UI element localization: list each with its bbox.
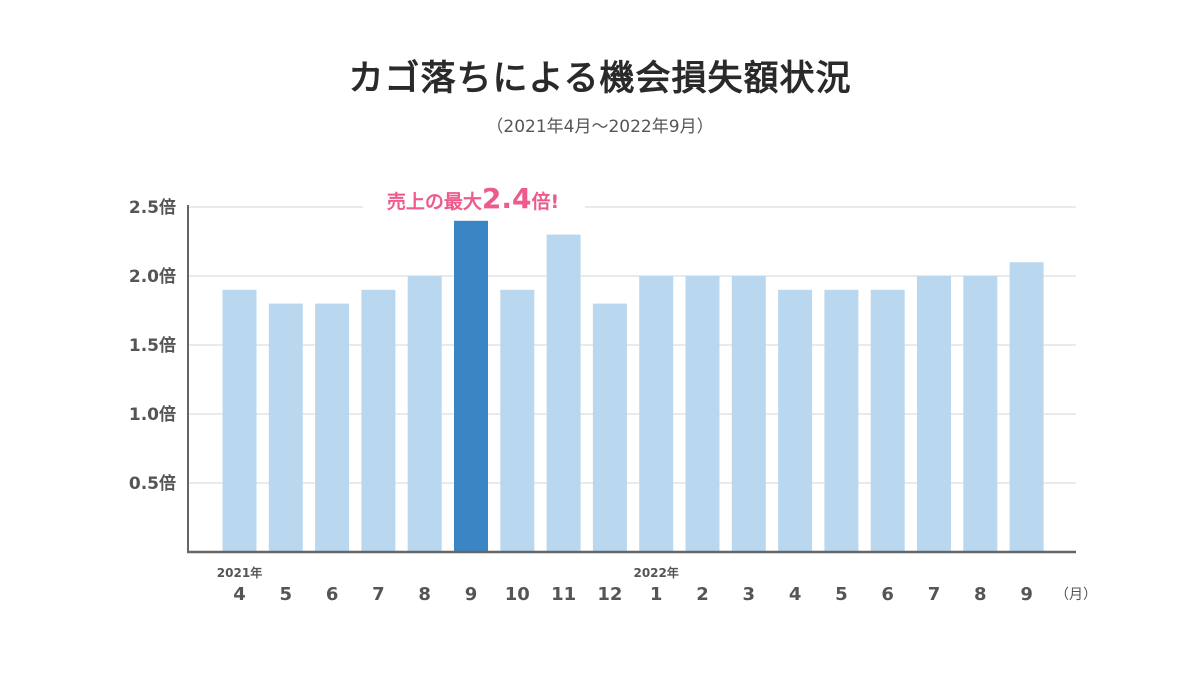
bar — [407, 276, 442, 552]
x-tick-label: 8 — [974, 584, 987, 605]
year-label: 2022年 — [633, 565, 678, 580]
x-tick-label: 5 — [280, 584, 293, 605]
bar — [731, 276, 766, 552]
x-tick-label: 9 — [465, 584, 478, 605]
bar — [639, 276, 674, 552]
x-tick-label: 10 — [505, 584, 530, 605]
year-label: 2021年 — [217, 565, 262, 580]
y-tick-label: 1.0倍 — [129, 404, 176, 425]
x-tick-label: 6 — [326, 584, 339, 605]
bar — [778, 289, 813, 552]
x-tick-label: 1 — [650, 584, 663, 605]
x-tick-label: 4 — [233, 584, 246, 605]
chart-subtitle: （2021年4月～2022年9月） — [486, 117, 714, 137]
x-tick-label: 3 — [743, 584, 756, 605]
bar — [546, 234, 581, 552]
y-tick-label: 1.5倍 — [129, 335, 176, 356]
y-tick-label: 2.0倍 — [129, 266, 176, 287]
x-unit-label: （月） — [1055, 587, 1097, 603]
bar — [685, 276, 720, 552]
annotation-suffix: 倍! — [531, 190, 559, 213]
bar — [963, 276, 998, 552]
y-tick-label: 2.5倍 — [129, 197, 176, 218]
chart-title: カゴ落ちによる機会損失額状況 — [348, 59, 852, 99]
bar — [824, 289, 859, 552]
x-tick-label: 2 — [696, 584, 709, 605]
x-tick-label: 8 — [418, 584, 431, 605]
x-tick-label: 6 — [881, 584, 894, 605]
bar — [361, 289, 396, 552]
x-tick-label: 4 — [789, 584, 802, 605]
bar — [454, 220, 488, 553]
axes — [187, 205, 1076, 554]
bar — [268, 303, 303, 552]
annotation-value: 2.4 — [482, 182, 532, 215]
annotation-text: 売上の最大2.4倍! — [387, 182, 559, 215]
bar — [222, 289, 257, 552]
bar — [917, 276, 951, 552]
x-tick-label: 11 — [551, 584, 576, 605]
bar — [870, 289, 905, 552]
annotation-prefix: 売上の最大 — [387, 190, 482, 213]
annotation-background — [363, 182, 585, 220]
bars — [222, 220, 1044, 553]
peak-annotation: 売上の最大2.4倍! — [363, 182, 585, 220]
x-tick-label: 7 — [928, 584, 941, 605]
bar — [1009, 262, 1044, 552]
x-tick-label: 9 — [1020, 584, 1033, 605]
bar — [592, 303, 627, 552]
bar — [500, 289, 535, 552]
x-tick-label: 12 — [597, 584, 622, 605]
y-tick-label: 0.5倍 — [129, 473, 176, 494]
y-tick-labels: 0.5倍 1.0倍 1.5倍 2.0倍 2.5倍 — [129, 197, 176, 494]
x-tick-label: 7 — [372, 584, 385, 605]
x-tick-label: 5 — [835, 584, 848, 605]
bar — [315, 303, 350, 552]
